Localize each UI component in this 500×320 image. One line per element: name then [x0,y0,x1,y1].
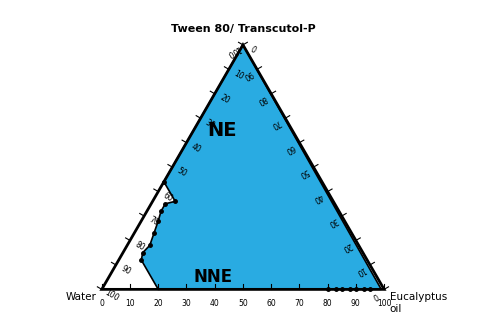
Text: 30: 30 [204,117,217,130]
Text: 80: 80 [323,299,332,308]
Text: 10: 10 [232,69,245,81]
Text: 70: 70 [294,299,304,308]
Text: 90: 90 [241,68,254,81]
Text: Water: Water [66,292,96,302]
Text: 40: 40 [312,191,324,204]
Text: 50: 50 [238,299,248,308]
Text: 10: 10 [125,299,135,308]
Text: 80: 80 [134,240,146,252]
Text: 30: 30 [326,215,338,228]
Text: Tween 80/ Transcutol-P: Tween 80/ Transcutol-P [170,24,316,34]
Text: 0: 0 [370,290,378,300]
Text: 100: 100 [377,299,392,308]
Text: 60: 60 [162,191,174,204]
Text: 90: 90 [351,299,360,308]
Text: 50: 50 [176,166,188,179]
Polygon shape [142,45,382,289]
Text: 20: 20 [340,240,352,252]
Text: 0: 0 [248,45,257,56]
Text: 100: 100 [103,287,120,302]
Text: 70: 70 [269,117,282,130]
Text: 0: 0 [100,299,104,308]
Text: 20: 20 [218,93,231,106]
Text: 60: 60 [266,299,276,308]
Text: 30: 30 [182,299,192,308]
Text: NE: NE [207,121,236,140]
Text: 100: 100 [224,43,242,58]
Text: NNE: NNE [194,268,233,286]
Text: 20: 20 [154,299,163,308]
Text: 40: 40 [210,299,220,308]
Text: 90: 90 [119,264,132,277]
Text: 40: 40 [190,142,202,155]
Text: Eucalyptus
oil: Eucalyptus oil [390,292,447,314]
Text: 50: 50 [298,166,310,179]
Text: 70: 70 [148,215,160,228]
Text: 80: 80 [255,93,268,106]
Text: 60: 60 [283,142,296,155]
Text: 10: 10 [354,264,366,277]
